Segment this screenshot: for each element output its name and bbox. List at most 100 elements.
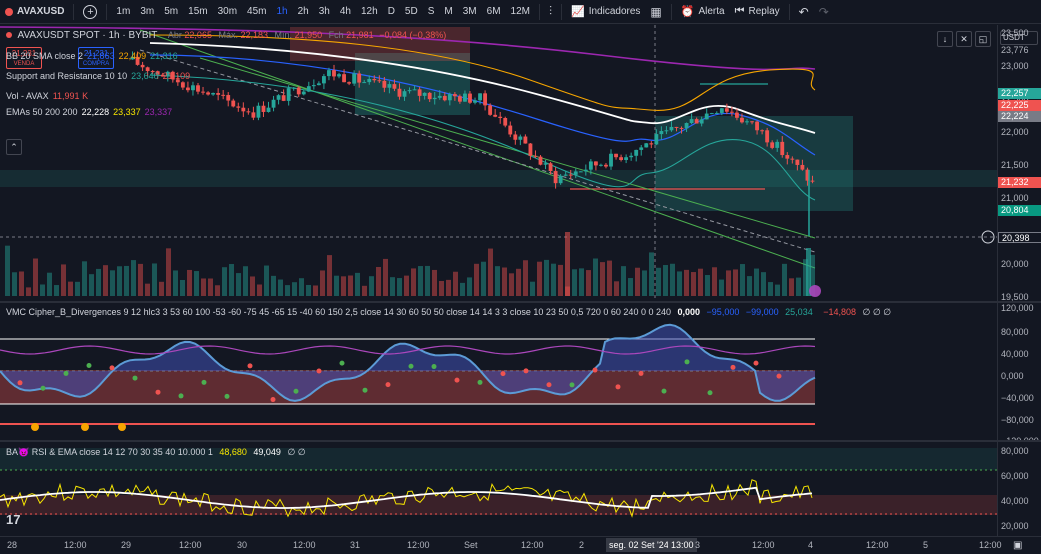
tradingview-logo[interactable]: 17 <box>6 512 21 527</box>
main-chart-pane[interactable]: AVAXUSDT SPOT · 1h · BYBIT Abr 22,065 Má… <box>0 25 997 301</box>
time-axis-label: 30 <box>237 540 248 550</box>
candle-body <box>533 155 538 157</box>
volume-bar <box>488 248 493 296</box>
indicator-legend-row[interactable]: Support and Resistance 10 10 23,640 21,109 <box>6 71 190 81</box>
candle-body <box>256 105 261 118</box>
vmc-axis[interactable]: 120,00080,00040,0000,000−40,000−80,000−1… <box>997 303 1041 446</box>
volume-bar <box>194 271 199 296</box>
rsi-axis[interactable]: 80,000 60,000 40,000 20,000 <box>997 442 1041 536</box>
time-axis-label: 5 <box>923 540 929 550</box>
timeframe-5d[interactable]: 5D <box>404 6 418 17</box>
timeframe-3m[interactable]: 3M <box>462 6 477 17</box>
candle-body <box>362 82 367 84</box>
candle-body <box>191 85 195 91</box>
time-axis-label: 12:00 <box>179 540 202 550</box>
pane-maximize-button[interactable]: ◱ <box>975 31 991 47</box>
timeframe-3m[interactable]: 3m <box>140 6 155 17</box>
timeframe-2h[interactable]: 2h <box>297 6 309 17</box>
cross-dot <box>776 373 782 379</box>
candle-body <box>155 71 160 75</box>
collapse-legend-button[interactable]: ⌃ <box>6 139 22 155</box>
pane-divider[interactable] <box>0 440 1041 442</box>
volume-bar <box>754 268 759 296</box>
ema-line <box>0 486 813 509</box>
indicators-button[interactable]: 📈 Indicadores <box>566 0 645 24</box>
sell-price: 21,231 <box>11 49 37 58</box>
indicator-legend-row[interactable]: Vol - AVAX 11,991 K <box>6 91 88 101</box>
volume-bar <box>145 283 150 296</box>
currency-selector[interactable]: USDT <box>1000 31 1038 45</box>
vmc-axis-label: 120,000 <box>1001 303 1034 313</box>
pane-close-button[interactable]: ✕ <box>956 31 972 47</box>
candle-body <box>740 117 744 123</box>
timeframe-1m[interactable]: 1m <box>116 6 131 17</box>
candle-body <box>619 157 624 160</box>
chart-style-button[interactable]: ⫶ <box>544 0 557 24</box>
symbol-search[interactable]: AVAXUSD <box>0 0 69 24</box>
buy-button[interactable]: 21,231 COMPRA <box>78 47 115 69</box>
indicator-legend-row[interactable]: BB 20 SMA close 2 21,863 22,409 21,316 <box>6 51 178 61</box>
rsi-pane[interactable]: BA😈 RSI & EMA close 14 12 70 30 35 40 10… <box>0 442 997 536</box>
alert-button[interactable]: ⏰ Alerta <box>676 0 730 24</box>
timeframe-3h[interactable]: 3h <box>318 6 330 17</box>
pane-down-button[interactable]: ↓ <box>937 31 953 47</box>
candle-body <box>654 134 659 145</box>
vmc-cipher-pane[interactable]: VMC Cipher_B_Divergences 9 12 hlc3 3 53 … <box>0 303 997 440</box>
candle-body <box>306 86 311 92</box>
timeframe-30m[interactable]: 30m <box>217 6 238 17</box>
timeframe-1h[interactable]: 1h <box>276 6 288 17</box>
candle-body <box>498 116 503 118</box>
volume-bar <box>481 261 486 296</box>
indicator-name: Support and Resistance 10 10 <box>6 71 128 81</box>
timeframe-15m[interactable]: 15m <box>188 6 208 17</box>
signal-dot <box>81 423 89 431</box>
timeframe-m[interactable]: M <box>444 6 453 17</box>
candle-body <box>634 149 639 156</box>
templates-button[interactable]: ▦ <box>645 0 666 24</box>
timeframe-45m[interactable]: 45m <box>247 6 267 17</box>
candle-body <box>770 142 775 148</box>
volume-bar <box>362 285 367 296</box>
indicator-name: BB 20 SMA close 2 <box>6 51 84 61</box>
candle-body <box>644 143 649 148</box>
timeframe-5m[interactable]: 5m <box>164 6 179 17</box>
volume-bar <box>719 279 724 296</box>
sell-button[interactable]: 21,231 VENDA <box>6 47 42 69</box>
candle-body <box>719 108 724 113</box>
volume-bar <box>299 278 304 296</box>
pane-divider[interactable] <box>0 301 1041 303</box>
timeframe-d[interactable]: D <box>387 6 395 17</box>
signal-dot <box>31 423 39 431</box>
time-axis[interactable]: 28 12:00 29 12:00 30 12:00 31 12:00 Set 12:00 2 seg… <box>0 536 1041 554</box>
cross-dot <box>431 364 437 370</box>
bb-lower-line <box>149 74 816 201</box>
candle-body <box>639 147 644 150</box>
candle-body <box>266 107 271 112</box>
main-price-axis[interactable]: USDT 23,776 23,500 23,000 22,500 22,000 21,5… <box>997 25 1041 302</box>
timeframe-4h[interactable]: 4h <box>339 6 351 17</box>
compare-symbol-button[interactable]: + <box>78 0 102 24</box>
cross-dot <box>546 382 552 388</box>
volume-bar <box>117 266 122 296</box>
wave-line <box>0 323 816 402</box>
candle-body <box>699 119 704 124</box>
time-axis-label: 2 <box>579 540 585 550</box>
rsi-axis-label: 80,000 <box>1001 446 1029 456</box>
candle-body <box>402 91 407 97</box>
indicator-name: Vol - AVAX <box>6 91 49 101</box>
settings-button[interactable]: ▣ <box>1013 539 1027 553</box>
time-axis-label: 4 <box>808 540 814 550</box>
timeframe-12m[interactable]: 12M <box>510 6 530 17</box>
candle-body <box>689 119 694 124</box>
timeframe-s[interactable]: S <box>427 6 435 17</box>
timeframe-12h[interactable]: 12h <box>361 6 378 17</box>
candle-body <box>231 100 236 107</box>
timeframe-6m[interactable]: 6M <box>486 6 501 17</box>
undo-button[interactable]: ↶ <box>794 0 814 24</box>
candle-body <box>352 73 357 84</box>
indicator-legend-row[interactable]: EMAs 50 200 200 22,228 23,337 23,337 <box>6 107 172 117</box>
redo-button[interactable]: ↷ <box>814 0 834 24</box>
volume-bar <box>222 267 227 296</box>
replay-button[interactable]: ⏮ Replay <box>730 0 785 24</box>
candle-body <box>261 105 266 112</box>
